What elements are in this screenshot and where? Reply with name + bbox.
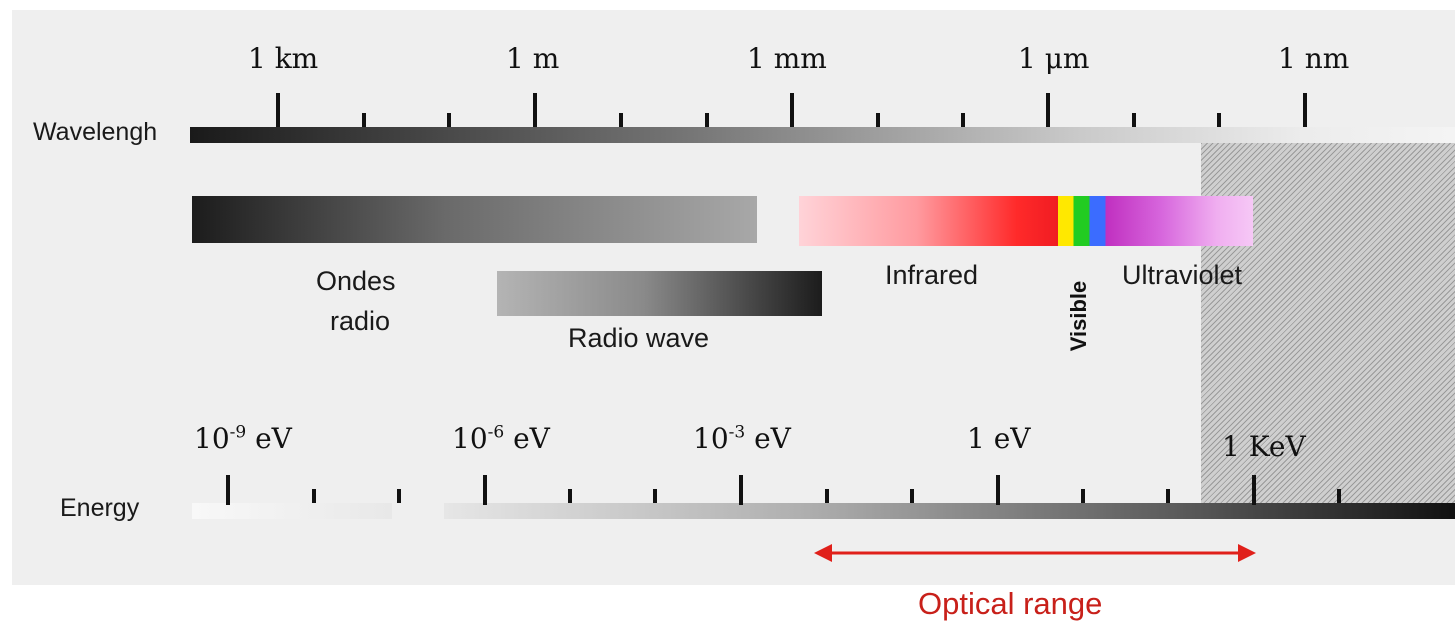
optical-range-label: Optical range bbox=[918, 586, 1103, 621]
energy-tick-label-base: 10 bbox=[194, 422, 230, 455]
optical-spectrum-band bbox=[799, 196, 1253, 246]
energy-major-tick bbox=[226, 475, 230, 505]
infrared-label: Infrared bbox=[885, 260, 979, 290]
ultraviolet-label: Ultraviolet bbox=[1122, 260, 1243, 290]
energy-tick-label-1ev: 1 eV bbox=[967, 422, 1031, 455]
wavelength-major-tick bbox=[1303, 93, 1307, 127]
energy-tick-label-exponent: -3 bbox=[728, 422, 746, 443]
energy-major-tick bbox=[483, 475, 487, 505]
wavelength-minor-tick bbox=[447, 113, 451, 127]
wavelength-tick-label-1m: 1 m bbox=[506, 42, 560, 75]
energy-axis-label: Energy bbox=[60, 494, 140, 522]
energy-tick-label-exponent: -6 bbox=[487, 422, 505, 443]
energy-major-tick bbox=[739, 475, 743, 505]
wavelength-tick-label-1km: 1 km bbox=[248, 42, 319, 75]
wavelength-minor-tick bbox=[705, 113, 709, 127]
energy-minor-tick bbox=[1166, 489, 1170, 503]
wavelength-tick-label-1mm: 1 mm bbox=[747, 42, 827, 75]
energy-minor-tick bbox=[825, 489, 829, 503]
wavelength-major-tick bbox=[276, 93, 280, 127]
wavelength-tick-label-1nm: 1 nm bbox=[1278, 42, 1350, 75]
energy-major-tick bbox=[1252, 475, 1256, 505]
optical-range-arrow bbox=[814, 544, 1256, 562]
energy-tick-label-1kev: 1 KeV bbox=[1222, 430, 1306, 463]
energy-tick-label-unit: eV bbox=[504, 422, 550, 455]
energy-gradient-bar-left bbox=[192, 503, 392, 519]
radio-band-label-line1: Ondes bbox=[316, 266, 396, 296]
energy-minor-tick bbox=[910, 489, 914, 503]
energy-tick-label-base: 1 eV bbox=[967, 422, 1031, 455]
energy-tick-label-exponent: -9 bbox=[229, 422, 247, 443]
energy-minor-tick bbox=[568, 489, 572, 503]
optical-range-arrowhead-right bbox=[1238, 544, 1256, 562]
energy-minor-tick bbox=[1081, 489, 1085, 503]
wavelength-axis-label: Wavelengh bbox=[33, 118, 158, 146]
wavelength-major-tick bbox=[533, 93, 537, 127]
energy-minor-tick bbox=[653, 489, 657, 503]
wavelength-minor-tick bbox=[619, 113, 623, 127]
wavelength-minor-tick bbox=[1217, 113, 1221, 127]
energy-tick-label-1e-9: 10-9 eV bbox=[194, 422, 292, 455]
wavelength-gradient-bar bbox=[190, 127, 1455, 143]
energy-tick-label-base: 10 bbox=[452, 422, 488, 455]
radio-band bbox=[192, 196, 757, 243]
wavelength-tick-label-1um: 1 μm bbox=[1018, 42, 1090, 75]
wavelength-major-tick bbox=[1046, 93, 1050, 127]
energy-gradient-bar bbox=[444, 503, 1455, 519]
energy-minor-tick bbox=[1337, 489, 1341, 503]
visible-label: Visible bbox=[1066, 280, 1091, 352]
radio-band-label-line2: radio bbox=[330, 306, 391, 336]
wavelength-minor-tick bbox=[362, 113, 366, 127]
optical-range-arrowhead-left bbox=[814, 544, 832, 562]
wavelength-minor-tick bbox=[876, 113, 880, 127]
wavelength-major-tick bbox=[790, 93, 794, 127]
energy-tick-label-unit: eV bbox=[246, 422, 292, 455]
energy-minor-tick bbox=[312, 489, 316, 503]
energy-tick-label-1e-3: 10-3 eV bbox=[693, 422, 791, 455]
wavelength-minor-tick bbox=[961, 113, 965, 127]
energy-tick-label-base: 10 bbox=[693, 422, 729, 455]
radio-wave-label: Radio wave bbox=[568, 323, 710, 353]
energy-tick-label-unit: eV bbox=[745, 422, 791, 455]
energy-tick-label-base: 1 KeV bbox=[1222, 430, 1306, 463]
wavelength-minor-tick bbox=[1132, 113, 1136, 127]
energy-tick-label-1e-6: 10-6 eV bbox=[452, 422, 550, 455]
energy-major-tick bbox=[996, 475, 1000, 505]
energy-minor-tick bbox=[397, 489, 401, 503]
radio-wave-band bbox=[497, 271, 822, 316]
